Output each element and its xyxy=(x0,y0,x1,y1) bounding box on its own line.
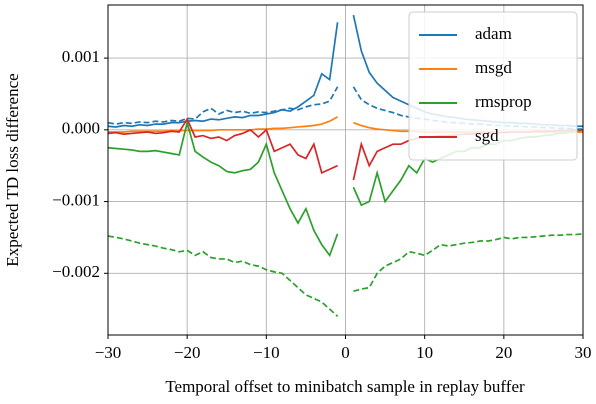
y-tick-label: 0.000 xyxy=(62,119,100,138)
x-tick-label: 0 xyxy=(341,343,350,362)
y-tick-label: −0.002 xyxy=(52,262,100,281)
x-tick-label: 20 xyxy=(495,343,512,362)
legend-label: msgd xyxy=(475,58,512,77)
x-tick-label: −30 xyxy=(95,343,122,362)
x-axis-label: Temporal offset to minibatch sample in r… xyxy=(165,377,525,396)
x-tick-label: 10 xyxy=(416,343,433,362)
y-axis-label: Expected TD loss difference xyxy=(3,73,22,266)
x-tick-label: −20 xyxy=(174,343,201,362)
legend-label: rmsprop xyxy=(475,92,532,111)
x-tick-label: −10 xyxy=(253,343,280,362)
y-tick-label: −0.001 xyxy=(52,190,100,209)
legend-box xyxy=(408,11,578,161)
plot-frame xyxy=(107,4,584,336)
y-tick-label: 0.001 xyxy=(62,47,100,66)
x-tick-label: 30 xyxy=(575,343,592,362)
legend-label: adam xyxy=(475,24,512,43)
legend-label: sgd xyxy=(475,126,499,145)
data-line xyxy=(107,233,584,317)
